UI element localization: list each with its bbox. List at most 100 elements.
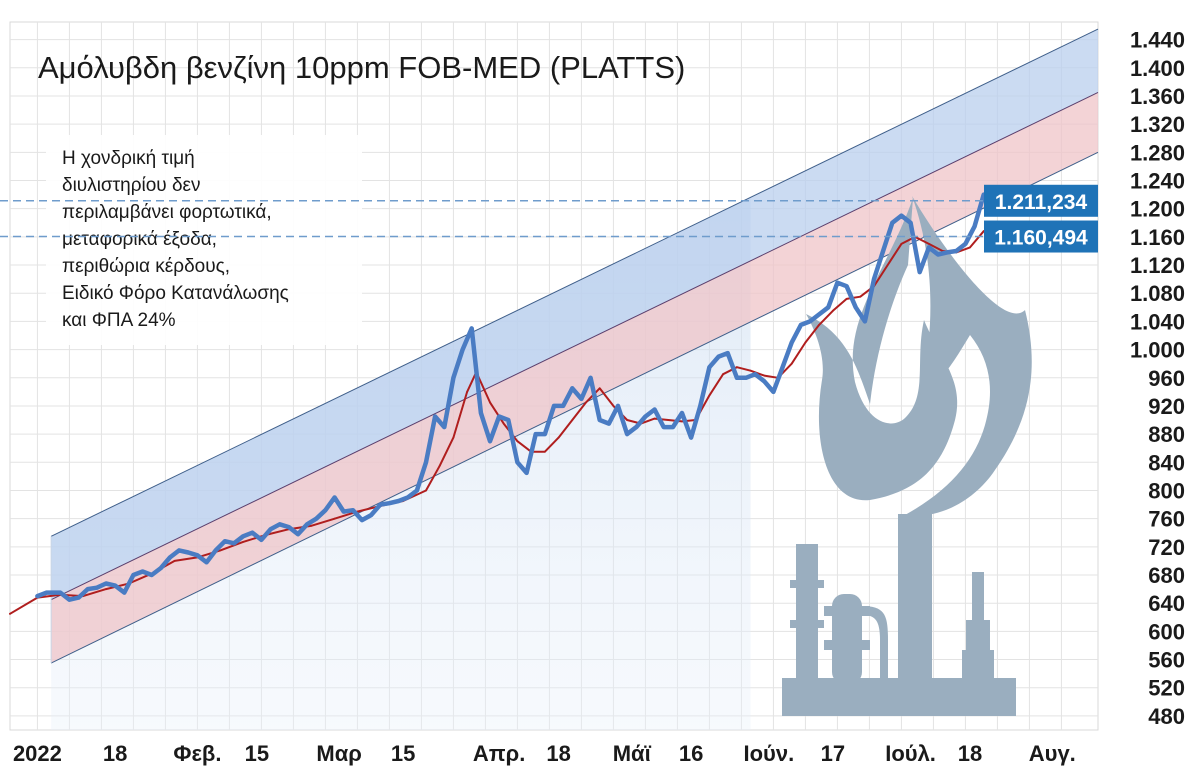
y-tick-label: 1.080 — [1130, 281, 1185, 306]
y-tick-label: 840 — [1148, 450, 1185, 475]
data-point — [122, 591, 126, 595]
x-tick-label: 16 — [679, 741, 703, 766]
data-point — [872, 277, 876, 281]
data-point — [415, 488, 419, 493]
callout-label: 1.211,234 — [995, 191, 1088, 214]
channel-upper-band — [51, 29, 1099, 600]
chart-title: Αμόλυβδη βενζίνη 10ppm FOB-MED (PLATTS) — [38, 50, 685, 85]
y-tick-label: 1.200 — [1130, 197, 1185, 222]
data-point — [131, 573, 135, 577]
data-point — [95, 586, 99, 590]
data-point — [799, 323, 803, 327]
data-point — [360, 518, 364, 522]
refinery-base — [782, 678, 1016, 716]
refinery-column-band — [824, 606, 870, 616]
data-point — [634, 425, 638, 429]
data-point — [607, 422, 611, 426]
data-point — [854, 305, 858, 309]
refinery-right-block — [962, 650, 994, 684]
data-point — [45, 591, 49, 595]
data-point — [305, 522, 309, 526]
data-point — [488, 439, 492, 443]
x-tick-label: 15 — [391, 741, 415, 766]
data-point — [808, 319, 812, 323]
data-point — [763, 374, 766, 377]
data-point — [242, 541, 245, 543]
data-point — [689, 436, 693, 440]
data-point — [433, 414, 437, 419]
data-point — [35, 594, 40, 598]
data-point — [314, 517, 318, 521]
data-point — [886, 264, 889, 266]
y-tick-label: 560 — [1148, 648, 1185, 673]
x-tick-label: Ιούν. — [744, 741, 795, 766]
data-point — [259, 538, 263, 542]
data-point — [241, 534, 245, 538]
data-point — [296, 532, 300, 536]
data-point — [790, 340, 794, 345]
data-point — [141, 569, 145, 574]
data-point — [859, 295, 862, 298]
data-point — [708, 394, 711, 397]
data-point — [744, 376, 748, 380]
data-point — [899, 214, 904, 218]
refinery-column-band — [824, 640, 870, 650]
data-point — [67, 598, 71, 602]
data-point — [762, 379, 766, 383]
data-point — [113, 584, 117, 588]
data-point — [928, 243, 930, 245]
data-point — [58, 591, 62, 595]
y-tick-label: 800 — [1148, 478, 1185, 503]
data-point — [310, 524, 313, 527]
data-point — [369, 513, 373, 517]
data-point — [735, 376, 739, 380]
data-point — [451, 376, 455, 380]
data-point — [881, 249, 885, 253]
data-point — [323, 508, 327, 512]
data-point — [452, 436, 455, 439]
y-tick-label: 720 — [1148, 535, 1185, 560]
x-tick-label: 18 — [958, 741, 982, 766]
y-tick-label: 640 — [1148, 591, 1185, 616]
note-line: και ΦΠΑ 24% — [62, 310, 176, 331]
data-point — [707, 365, 712, 369]
data-point — [534, 432, 538, 436]
callout-box — [984, 220, 1098, 253]
data-point — [832, 309, 834, 312]
x-tick-label: Απρ. — [473, 741, 525, 766]
data-point — [781, 365, 785, 369]
data-point — [570, 386, 574, 390]
data-point — [173, 560, 176, 562]
data-point — [818, 324, 820, 326]
data-point — [387, 501, 391, 505]
data-point — [918, 270, 922, 274]
data-point — [438, 464, 441, 467]
y-axis: 1.440 1.400 1.360 1.320 1.280 1.240 1.200 1.160… — [1130, 28, 1185, 729]
y-tick-label: 1.040 — [1130, 309, 1185, 334]
data-point — [969, 246, 971, 249]
data-point — [585, 401, 587, 404]
data-point — [681, 420, 683, 423]
data-point — [598, 418, 602, 422]
data-point — [104, 581, 108, 586]
data-point — [525, 471, 529, 475]
y-tick-label: 480 — [1148, 704, 1185, 729]
refinery-flame-icon — [782, 196, 1032, 716]
data-point — [749, 369, 752, 372]
y-tick-label: 680 — [1148, 563, 1185, 588]
y-tick-label: 760 — [1148, 507, 1185, 532]
data-point — [561, 404, 565, 408]
data-point — [552, 404, 556, 408]
note-line: περιλαμβάνει φορτωτικά, — [62, 202, 272, 223]
x-tick-label: Μαρ — [316, 741, 361, 766]
data-point — [736, 366, 738, 369]
data-point — [579, 397, 584, 401]
data-point — [936, 252, 940, 257]
y-tick-label: 960 — [1148, 366, 1185, 391]
data-point — [506, 418, 510, 422]
data-point — [9, 612, 11, 615]
y-tick-label: 1.120 — [1130, 253, 1185, 278]
data-point — [479, 411, 483, 415]
data-point — [753, 372, 757, 376]
y-tick-label: 1.320 — [1130, 112, 1185, 137]
